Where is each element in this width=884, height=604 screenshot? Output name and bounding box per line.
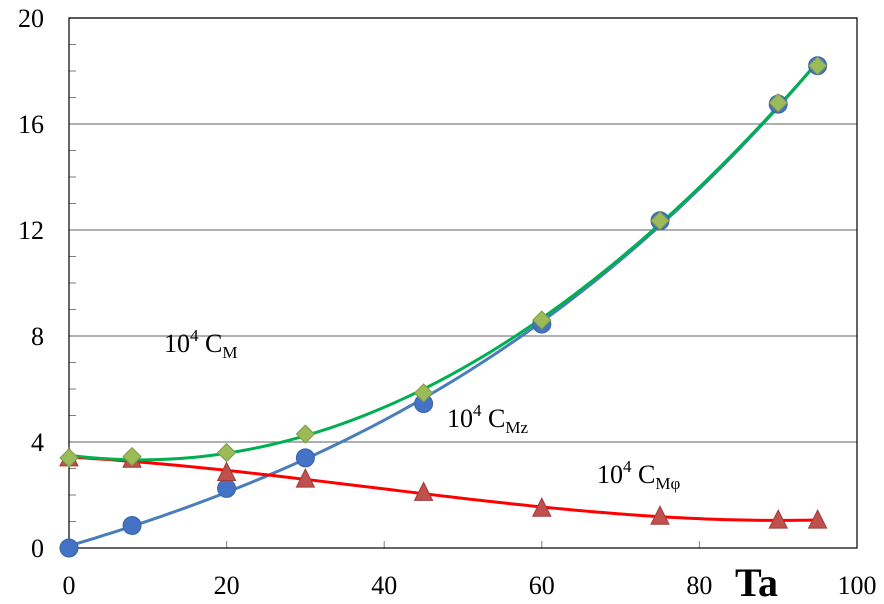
label-sub: Mz <box>505 418 528 437</box>
marker-circle <box>295 448 315 468</box>
y-tick-label: 8 <box>31 322 44 351</box>
y-tick-label: 0 <box>31 534 44 563</box>
marker-triangle <box>531 497 552 517</box>
label-base: 10 <box>597 460 623 489</box>
series-label-Mφ: 104 CMφ <box>597 457 680 493</box>
series-markers <box>59 55 828 558</box>
series-line-Mφ <box>68 455 818 522</box>
x-axis-title: Ta <box>735 560 778 604</box>
x-tick-label: 80 <box>686 571 712 600</box>
label-base: 10 <box>447 404 473 433</box>
marker-diamond <box>807 55 828 76</box>
label-sup: 4 <box>623 457 632 476</box>
x-tick-label: 40 <box>371 571 397 600</box>
label-sub: Mφ <box>655 474 680 493</box>
label-sub: M <box>222 343 237 362</box>
marker-triangle <box>650 505 670 525</box>
tick-labels: 0 4 8 12 16 20 0 20 40 60 80 100 <box>18 4 877 600</box>
marker-circle <box>217 478 237 498</box>
label-main: C <box>199 329 223 358</box>
y-tick-label: 20 <box>18 4 44 33</box>
label-main: C <box>482 404 506 433</box>
gridlines <box>69 17 857 443</box>
marker-diamond <box>768 93 788 113</box>
x-tick-label: 100 <box>838 571 877 600</box>
marker-triangle <box>413 481 434 501</box>
label-main: C <box>632 460 656 489</box>
axes <box>68 17 858 549</box>
marker-diamond <box>59 448 79 468</box>
y-tick-label: 12 <box>18 216 44 245</box>
marker-diamond <box>295 424 316 444</box>
marker-diamond <box>413 383 434 403</box>
label-sup: 4 <box>190 326 199 345</box>
marker-diamond <box>216 442 237 463</box>
series-lines <box>68 60 819 548</box>
marker-circle <box>59 538 79 558</box>
plot-frame <box>68 17 858 549</box>
marker-triangle <box>295 467 316 488</box>
marker-diamond <box>122 446 142 467</box>
marker-triangle <box>216 461 237 481</box>
marker-diamond <box>532 310 552 330</box>
series-label-Mz: 104 CMz <box>447 401 528 437</box>
marker-triangle <box>768 509 789 529</box>
y-tick-label: 4 <box>31 428 44 457</box>
label-base: 10 <box>164 329 190 358</box>
marker-diamond <box>650 211 670 231</box>
x-tick-label: 0 <box>63 571 76 600</box>
x-tick-label: 60 <box>529 571 555 600</box>
series-label-M: 104 CM <box>164 326 237 362</box>
x-tick-label: 20 <box>214 571 240 600</box>
series-line-Mz <box>68 60 819 548</box>
marker-triangle <box>807 509 828 529</box>
series-line-M <box>68 61 819 462</box>
marker-circle <box>122 515 142 535</box>
label-sup: 4 <box>473 401 482 420</box>
y-tick-label: 16 <box>18 110 44 139</box>
